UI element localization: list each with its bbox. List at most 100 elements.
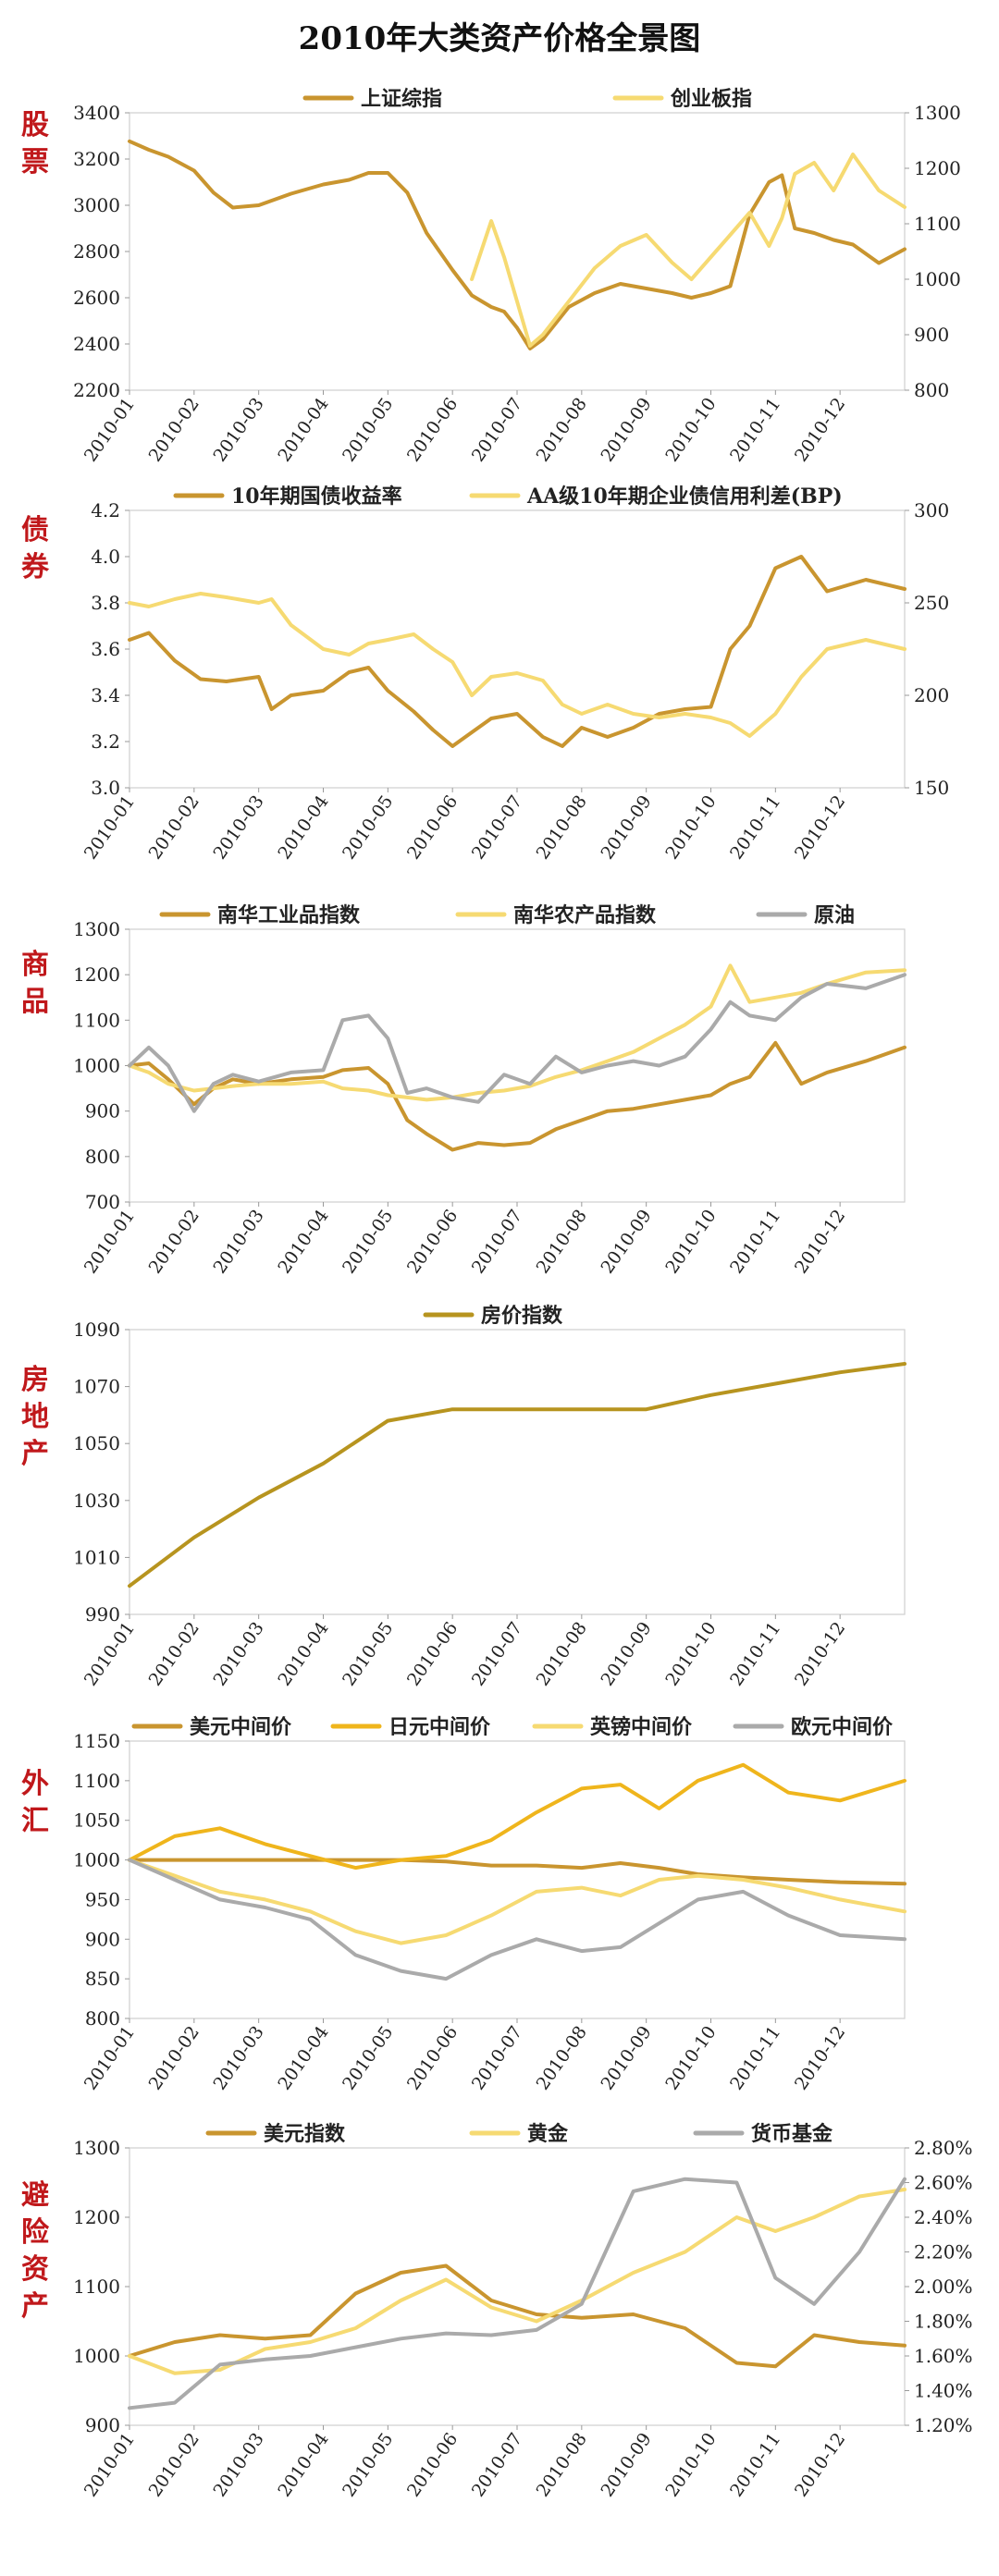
y-right-tick-label: 200 [914, 684, 949, 706]
x-tick-label: 2010-06 [403, 1618, 462, 1689]
y-right-tick-label: 2.80% [914, 2137, 973, 2159]
series-line-1 [128, 1362, 906, 1589]
y-left-tick-label: 1300 [73, 918, 120, 940]
x-tick-label: 2010-08 [533, 394, 591, 465]
x-tick-label: 2010-09 [597, 2429, 655, 2500]
legend-label: 美元中间价 [190, 1715, 292, 1739]
legend-label: 日元中间价 [388, 1715, 491, 1739]
y-left-tick-label: 1100 [73, 1770, 120, 1792]
y-left-tick-label: 1000 [73, 2345, 120, 2367]
legend-label: 南华农产品指数 [513, 903, 657, 927]
y-left-tick-label: 1000 [73, 1849, 120, 1871]
x-tick-label: 2010-04 [274, 1618, 332, 1689]
side-label-stocks: 股票 [21, 109, 49, 178]
y-right-tick-label: 2.00% [914, 2275, 973, 2298]
y-right-tick-label: 1.80% [914, 2311, 973, 2333]
x-tick-label: 2010-01 [80, 2429, 139, 2500]
x-tick-label: 2010-01 [80, 1206, 139, 1277]
legend-label: AA级10年期企业债信用利差(BP) [526, 485, 843, 509]
legend-label: 英镑中间价 [590, 1715, 693, 1739]
x-tick-label: 2010-04 [274, 2022, 332, 2093]
y-left-tick-label: 950 [85, 1888, 120, 1910]
side-label-safe-haven: 避险资产 [21, 2179, 49, 2323]
legend-label: 欧元中间价 [791, 1715, 894, 1739]
x-tick-label: 2010-11 [726, 2022, 784, 2093]
side-label-bonds: 债券 [21, 514, 49, 583]
x-tick-label: 2010-09 [597, 1206, 655, 1277]
bonds-chart: 3.0 3.2 3.4 3.6 3.8 4.0 4.2 150 200 250 300 2010-01… [80, 485, 949, 864]
series-line-2 [470, 153, 906, 348]
y-left-tick-label: 1030 [73, 1490, 120, 1512]
legend-label: 上证综指 [361, 87, 442, 111]
x-tick-label: 2010-07 [468, 1618, 526, 1689]
x-tick-label: 2010-05 [339, 791, 397, 863]
series-line-3 [128, 1858, 906, 1945]
y-right-tick-label: 1300 [914, 102, 961, 124]
y-right-tick-label: 900 [914, 324, 949, 346]
y-left-tick-label: 1010 [73, 1546, 120, 1568]
x-tick-label: 2010-01 [80, 394, 139, 465]
y-left-tick-label: 4.2 [91, 499, 120, 521]
x-tick-label: 2010-05 [339, 2022, 397, 2093]
x-tick-label: 2010-01 [80, 791, 139, 863]
x-tick-label: 2010-12 [791, 2022, 849, 2093]
series-line-2 [128, 1762, 906, 1871]
series-line-3 [128, 2177, 906, 2410]
page-title: 2010年大类资产价格全景图 [298, 20, 701, 57]
x-tick-label: 2010-01 [80, 2022, 139, 2093]
x-tick-label: 2010-10 [661, 2022, 720, 2093]
x-tick-label: 2010-06 [403, 2022, 462, 2093]
x-tick-label: 2010-02 [145, 1618, 204, 1689]
plot-area [129, 112, 906, 391]
y-right-tick-label: 800 [914, 379, 949, 401]
series-line-1 [128, 1040, 906, 1152]
x-tick-label: 2010-12 [791, 394, 849, 465]
x-tick-label: 2010-03 [209, 1618, 267, 1689]
y-right-tick-label: 1.40% [914, 2380, 973, 2402]
y-right-tick-label: 300 [914, 499, 949, 521]
y-left-tick-label: 1100 [73, 1009, 120, 1031]
x-tick-label: 2010-06 [403, 1206, 462, 1277]
series-line-1 [128, 555, 906, 748]
x-tick-label: 2010-11 [726, 791, 784, 863]
x-tick-label: 2010-11 [726, 1618, 784, 1689]
x-tick-label: 2010-03 [209, 2429, 267, 2500]
y-left-tick-label: 700 [85, 1191, 120, 1213]
legend-label: 南华工业品指数 [217, 903, 361, 927]
y-left-tick-label: 1300 [73, 2137, 120, 2159]
series-line-4 [128, 1858, 906, 1981]
y-left-tick-label: 1200 [73, 963, 120, 986]
x-tick-label: 2010-07 [468, 1206, 526, 1277]
y-left-tick-label: 900 [85, 1100, 120, 1122]
x-tick-label: 2010-04 [274, 2429, 332, 2500]
y-left-tick-label: 3000 [73, 194, 120, 216]
side-label-real-estate: 房地产 [21, 1364, 49, 1470]
x-tick-label: 2010-07 [468, 394, 526, 465]
x-tick-label: 2010-10 [661, 2429, 720, 2500]
x-tick-label: 2010-08 [533, 791, 591, 863]
x-tick-label: 2010-03 [209, 2022, 267, 2093]
x-tick-label: 2010-08 [533, 1618, 591, 1689]
y-left-tick-label: 1150 [73, 1730, 120, 1752]
series-line-3 [128, 973, 906, 1113]
x-tick-label: 2010-11 [726, 2429, 784, 2500]
x-tick-label: 2010-03 [209, 1206, 267, 1277]
x-tick-label: 2010-09 [597, 2022, 655, 2093]
side-label-commodities: 商品 [21, 949, 49, 1018]
x-tick-label: 2010-06 [403, 394, 462, 465]
x-tick-label: 2010-02 [145, 2022, 204, 2093]
x-tick-label: 2010-10 [661, 1618, 720, 1689]
y-left-tick-label: 3.8 [91, 592, 120, 614]
x-tick-label: 2010-06 [403, 2429, 462, 2500]
y-left-tick-label: 2800 [73, 240, 120, 263]
x-tick-label: 2010-10 [661, 791, 720, 863]
series-line-1 [128, 139, 906, 350]
series-line-2 [128, 2188, 906, 2375]
x-tick-label: 2010-04 [274, 394, 332, 465]
stocks-chart: 2200 2400 2600 2800 3000 3200 3400 800 900 1000 11… [73, 87, 961, 466]
y-right-tick-label: 1.20% [914, 2414, 973, 2436]
legend-label: 美元指数 [264, 2122, 346, 2146]
y-left-tick-label: 900 [85, 2414, 120, 2436]
x-tick-label: 2010-02 [145, 2429, 204, 2500]
